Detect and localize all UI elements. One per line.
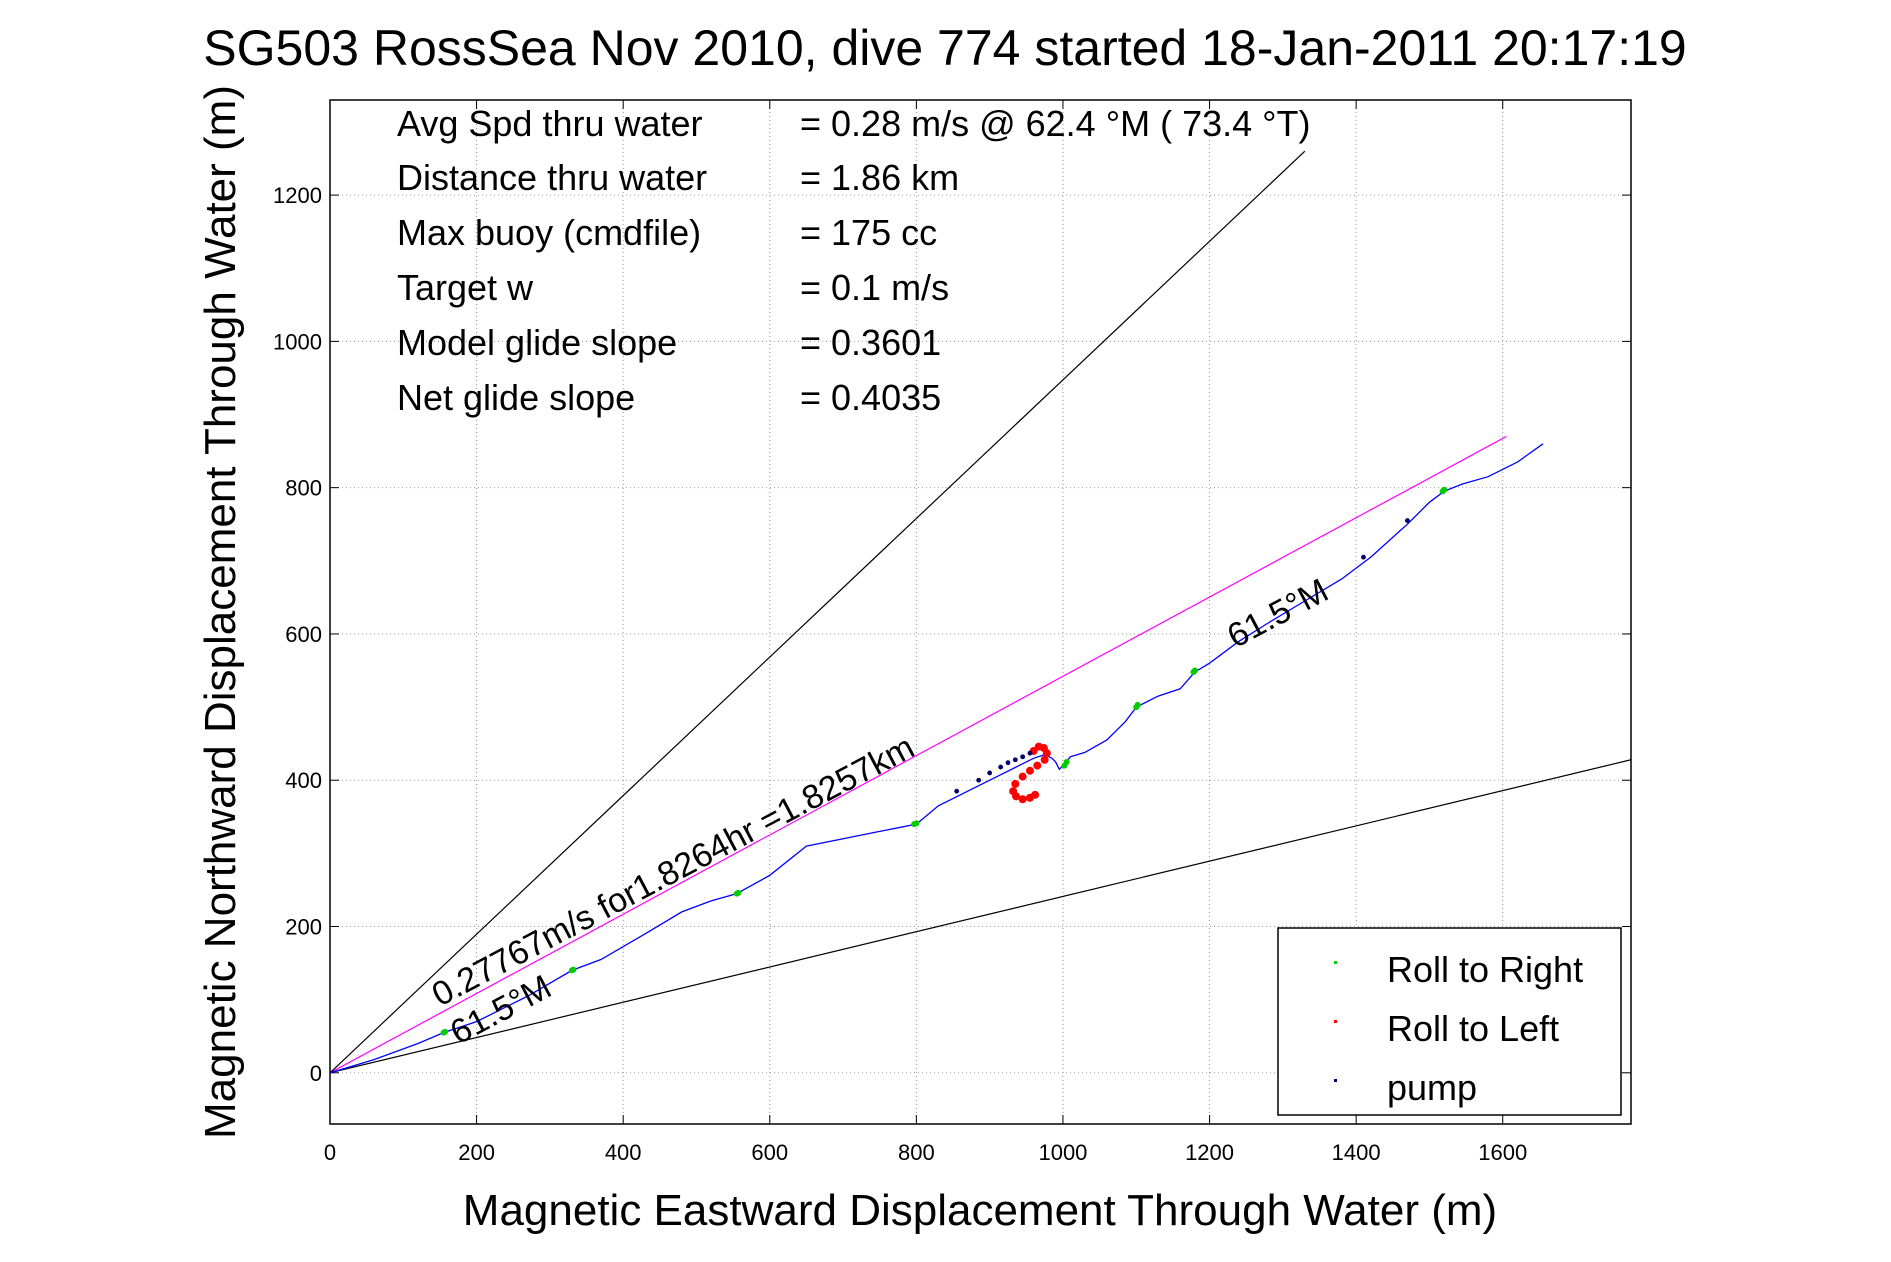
y-tick-label: 200 (285, 915, 322, 940)
x-tick-label: 1000 (1038, 1140, 1087, 1165)
x-tick-label: 600 (751, 1140, 788, 1165)
y-tick-label: 800 (285, 476, 322, 501)
legend-marker-roll-left (1334, 1020, 1337, 1023)
roll-right-point (913, 820, 920, 827)
roll-right-point (570, 966, 577, 973)
legend: Roll to Right Roll to Left pump (1277, 927, 1622, 1116)
roll-left-point (1033, 761, 1042, 770)
trajectory-line (330, 443, 1544, 1074)
envelope-shallow (330, 759, 1631, 1074)
x-tick-label: 1600 (1478, 1140, 1527, 1165)
stat-value-avg-spd: = 0.28 m/s @ 62.4 °M ( 73.4 °T) (800, 103, 1311, 144)
pump-point (1005, 760, 1011, 766)
stat-label-distance: Distance thru water (397, 157, 707, 198)
stats-block: Avg Spd thru water = 0.28 m/s @ 62.4 °M … (397, 103, 1311, 418)
reference-lines (330, 150, 1631, 1074)
roll-left-point (1012, 792, 1021, 801)
stat-label-max-buoy: Max buoy (cmdfile) (397, 212, 701, 253)
plot-area-frame (329, 99, 1632, 1125)
pump-point (1027, 750, 1033, 756)
x-tick-label: 200 (458, 1140, 495, 1165)
pump-point (1405, 518, 1410, 523)
x-tick-label: 1200 (1185, 1140, 1234, 1165)
pump-point (1020, 754, 1026, 760)
roll-left-point (1031, 790, 1040, 799)
axis-ticks: 0 200 400 600 800 1000 1200 1400 1600 0 200 400 600 8… (273, 100, 1631, 1165)
stat-value-net-glide: = 0.4035 (800, 377, 941, 418)
stat-value-max-buoy: = 175 cc (800, 212, 937, 253)
y-tick-label: 1200 (273, 183, 322, 208)
x-tick-label: 0 (324, 1140, 336, 1165)
roll-left-point (1018, 772, 1027, 781)
envelope-steep (330, 150, 1306, 1074)
roll-left-point (1040, 755, 1049, 764)
pump-point (1012, 757, 1018, 763)
stat-label-target-w: Target w (397, 267, 534, 308)
stat-label-net-glide: Net glide slope (397, 377, 635, 418)
x-tick-label: 800 (898, 1140, 935, 1165)
pump-point (998, 764, 1004, 770)
roll-right-point (1441, 486, 1448, 493)
pump-point (976, 777, 982, 783)
stat-value-target-w: = 0.1 m/s (800, 267, 949, 308)
roll-right-point (735, 889, 742, 896)
roll-left-point (1018, 795, 1027, 804)
y-tick-label: 400 (285, 768, 322, 793)
x-axis-label: Magnetic Eastward Displacement Through W… (463, 1186, 1497, 1235)
chart-title: SG503 RossSea Nov 2010, dive 774 started… (203, 20, 1686, 76)
legend-marker-roll-right (1334, 961, 1337, 964)
legend-label-roll-right: Roll to Right (1387, 949, 1583, 990)
roll-left-point (1011, 779, 1020, 788)
pump-point (1361, 554, 1366, 560)
x-tick-label: 400 (605, 1140, 642, 1165)
series-group (330, 443, 1544, 1074)
stat-label-avg-spd: Avg Spd thru water (397, 103, 703, 144)
roll-right-point (1191, 667, 1198, 674)
stat-label-model-glide: Model glide slope (397, 322, 677, 363)
y-tick-label: 1000 (273, 329, 322, 354)
roll-right-point (1063, 758, 1070, 765)
pump-point (954, 788, 960, 794)
roll-right-point (442, 1028, 449, 1035)
course-line (330, 435, 1507, 1074)
roll-left-point (1025, 766, 1034, 775)
y-tick-label: 600 (285, 622, 322, 647)
x-tick-label: 1400 (1332, 1140, 1381, 1165)
stat-value-model-glide: = 0.3601 (800, 322, 941, 363)
roll-right-point (1134, 701, 1141, 708)
legend-marker-pump (1334, 1079, 1337, 1082)
y-axis-label: Magnetic Northward Displacement Through … (196, 85, 245, 1139)
legend-label-pump: pump (1387, 1067, 1477, 1108)
stat-value-distance: = 1.86 km (800, 157, 959, 198)
roll-left-point (1042, 749, 1051, 758)
pump-point (987, 770, 993, 776)
legend-label-roll-left: Roll to Left (1387, 1008, 1559, 1049)
y-tick-label: 0 (310, 1061, 322, 1086)
